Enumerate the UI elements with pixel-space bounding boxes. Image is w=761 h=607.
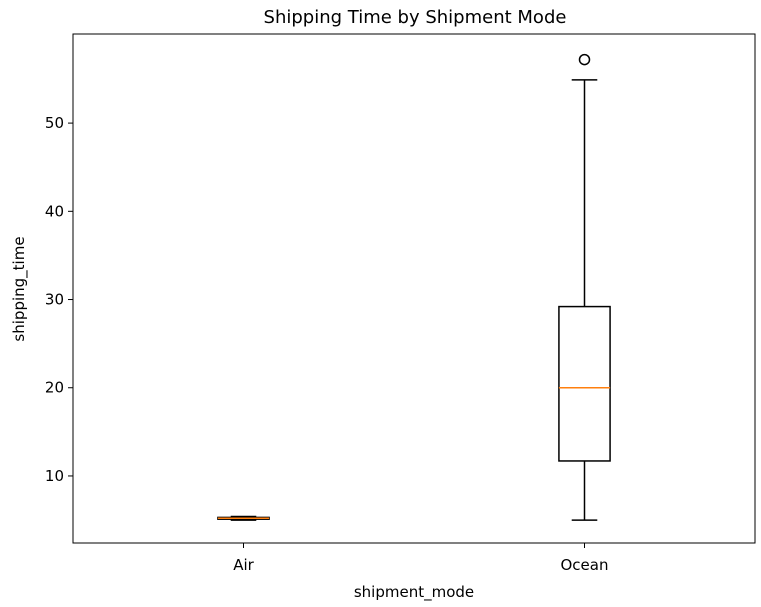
x-axis: Air Ocean: [233, 543, 608, 574]
boxes: [217, 53, 611, 521]
x-tick-label: Ocean: [561, 556, 609, 574]
y-tick-label: 40: [45, 202, 64, 220]
y-tick-label: 50: [45, 114, 64, 132]
y-axis: 10 20 30 40 50: [45, 114, 73, 485]
y-axis-label: shipping_time: [10, 236, 29, 341]
outlier-point: [578, 53, 591, 66]
box-iqr: [558, 305, 611, 462]
y-tick-label: 10: [45, 467, 64, 485]
x-axis-label: shipment_mode: [354, 583, 474, 602]
x-tick-label: Air: [233, 556, 254, 574]
plot-area: [72, 33, 756, 544]
y-tick-label: 20: [45, 379, 64, 397]
chart-title: Shipping Time by Shipment Mode: [264, 7, 567, 28]
box-group-air: [217, 515, 270, 521]
y-tick-label: 30: [45, 291, 64, 309]
box-group-ocean: [558, 53, 611, 521]
plot-frame: [72, 33, 756, 544]
